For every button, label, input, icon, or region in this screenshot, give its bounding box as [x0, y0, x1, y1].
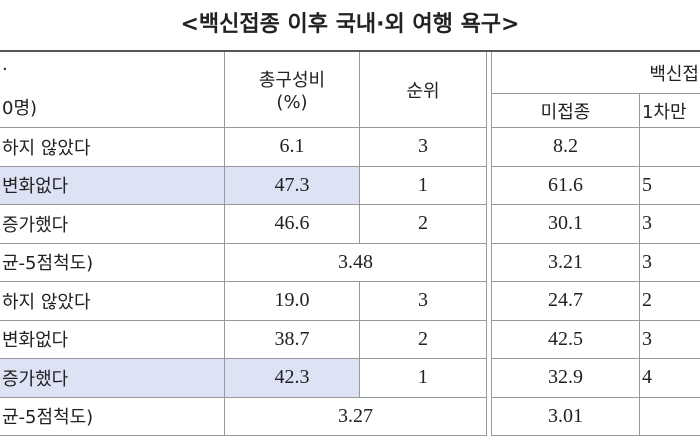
rank-cell-text: 2 [418, 327, 428, 350]
first-dose-cell [640, 128, 700, 167]
first-dose-cell-text: 4 [642, 366, 652, 389]
score-cell: 3.48 [225, 243, 487, 282]
header-first-dose: 1차만 [640, 94, 700, 128]
header-rank: 순위 [360, 52, 487, 128]
score-cell: 3.27 [225, 397, 487, 436]
header-vaccine-text: 백신접 [649, 63, 699, 85]
header-unvaccinated: 미접종 [491, 94, 640, 128]
rank-cell: 2 [360, 320, 487, 359]
unvaccinated-cell: 30.1 [491, 205, 640, 244]
top-rule [0, 50, 700, 52]
unvaccinated-cell: 32.9 [491, 359, 640, 398]
share-cell: 19.0 [225, 282, 360, 321]
rank-cell: 1 [360, 359, 487, 398]
header-vaccine: 백신접 [491, 52, 700, 94]
row-label: 균-5점척도) [0, 243, 225, 282]
unvaccinated-cell: 3.01 [491, 397, 640, 436]
share-cell: 6.1 [225, 128, 360, 167]
row-label-text: 하지 않았다 [2, 291, 91, 313]
header-group-text: 0명) [2, 98, 38, 119]
share-cell: 38.7 [225, 320, 360, 359]
row-label: 변화없다 [0, 166, 225, 205]
header-share-text: (%) [276, 92, 308, 113]
row-label: 변화없다 [0, 320, 225, 359]
unvaccinated-cell-text: 61.6 [548, 173, 583, 196]
rank-cell-text: 3 [418, 289, 428, 312]
share-cell: 42.3 [225, 359, 360, 398]
header-first-dose-text: 1차만 [642, 101, 687, 123]
share-cell-text: 42.3 [274, 366, 310, 389]
row-label-text: 변화없다 [2, 330, 69, 352]
header-group: · 0명) [0, 52, 225, 128]
row-label: 하지 않았다 [0, 128, 225, 167]
unvaccinated-cell-text: 42.5 [548, 327, 583, 350]
first-dose-cell [640, 398, 700, 436]
rank-cell-text: 1 [418, 173, 428, 196]
unvaccinated-cell: 42.5 [491, 320, 640, 359]
header-rank-text: 순위 [406, 80, 440, 102]
header-unvaccinated-text: 미접종 [540, 101, 591, 123]
first-dose-cell: 5 [640, 167, 700, 205]
rank-cell-text: 3 [418, 135, 428, 158]
share-cell-text: 6.1 [279, 135, 305, 158]
unvaccinated-cell-text: 30.1 [548, 212, 583, 235]
first-dose-cell: 3 [640, 321, 700, 359]
rank-cell: 3 [360, 128, 487, 167]
first-dose-cell-text: 3 [642, 212, 652, 235]
header-group-text: · [2, 59, 8, 80]
rank-cell: 3 [360, 282, 487, 321]
row-label: 하지 않았다 [0, 282, 225, 321]
rank-cell: 1 [360, 166, 487, 205]
first-dose-cell: 3 [640, 205, 700, 244]
unvaccinated-cell: 8.2 [491, 128, 640, 167]
row-label-text: 변화없다 [2, 176, 69, 198]
row-label: 증가했다 [0, 359, 225, 398]
rank-cell: 2 [360, 205, 487, 244]
header-share-text: 총구성비 [258, 70, 326, 91]
row-label-text: 하지 않았다 [2, 137, 91, 159]
share-cell-text: 46.6 [274, 212, 310, 235]
rank-cell-text: 1 [418, 366, 428, 389]
unvaccinated-cell-text: 32.9 [548, 366, 583, 389]
header-share: 총구성비 (%) [225, 52, 360, 128]
share-cell: 46.6 [225, 205, 360, 244]
row-label: 증가했다 [0, 205, 225, 244]
score-cell-text: 3.48 [338, 250, 373, 273]
share-cell: 47.3 [225, 166, 360, 205]
row-label-text: 증가했다 [2, 214, 69, 236]
first-dose-cell-text: 3 [642, 250, 652, 273]
row-label-text: 증가했다 [2, 368, 69, 390]
row-label-text: 균-5점척도) [2, 407, 94, 429]
table-title: <백신접종 이후 국내·외 여행 욕구> [180, 12, 520, 37]
unvaccinated-cell-text: 3.01 [548, 404, 583, 427]
first-dose-cell-text: 2 [642, 289, 652, 312]
share-cell-text: 38.7 [274, 327, 310, 350]
first-dose-cell-text: 3 [642, 327, 652, 350]
first-dose-cell: 2 [640, 282, 700, 321]
rank-cell-text: 2 [418, 212, 428, 235]
unvaccinated-cell-text: 24.7 [548, 289, 583, 312]
row-label: 균-5점척도) [0, 397, 225, 436]
first-dose-cell: 3 [640, 244, 700, 282]
share-cell-text: 47.3 [274, 173, 310, 196]
unvaccinated-cell: 3.21 [491, 243, 640, 282]
row-label-text: 균-5점척도) [2, 253, 94, 275]
share-cell-text: 19.0 [274, 289, 310, 312]
score-cell-text: 3.27 [338, 404, 373, 427]
unvaccinated-cell: 61.6 [491, 166, 640, 205]
unvaccinated-cell-text: 8.2 [553, 135, 578, 158]
first-dose-cell: 4 [640, 359, 700, 398]
unvaccinated-cell-text: 3.21 [548, 250, 583, 273]
unvaccinated-cell: 24.7 [491, 282, 640, 321]
first-dose-cell-text: 5 [642, 173, 652, 196]
